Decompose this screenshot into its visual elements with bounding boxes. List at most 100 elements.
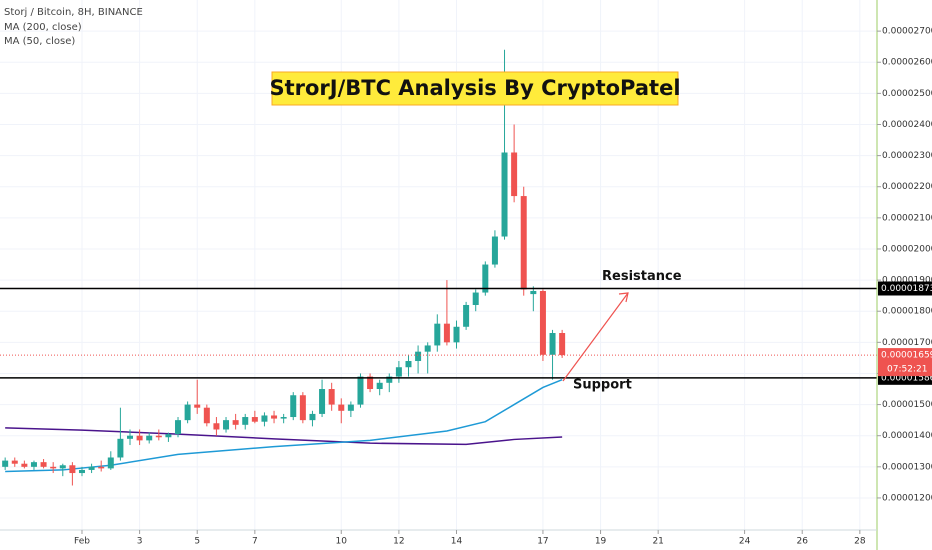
candle-body bbox=[2, 460, 9, 467]
countdown-label: 07:52:21 bbox=[887, 365, 927, 375]
y-tick-label: 0.00002500 bbox=[882, 89, 932, 99]
candle-body bbox=[338, 404, 345, 411]
candle-body bbox=[376, 382, 383, 390]
candle-body bbox=[367, 376, 374, 390]
candle-body bbox=[242, 417, 249, 425]
y-tick-label: 0.00002700 bbox=[882, 27, 932, 37]
candle-body bbox=[482, 264, 489, 293]
candle-body bbox=[299, 395, 306, 421]
candle-body bbox=[78, 469, 85, 474]
x-tick-label: 10 bbox=[336, 537, 348, 547]
candle-body bbox=[357, 376, 364, 405]
x-tick-label: 17 bbox=[537, 537, 548, 547]
candle-body bbox=[424, 345, 431, 352]
y-tick-label: 0.00001900 bbox=[882, 276, 932, 286]
candle-body bbox=[395, 367, 402, 377]
candle-body bbox=[559, 333, 566, 356]
candle-body bbox=[463, 304, 470, 327]
candle-body bbox=[319, 389, 326, 414]
grid bbox=[0, 0, 877, 530]
candle-body bbox=[405, 361, 412, 368]
moving-average-line bbox=[5, 378, 563, 473]
x-tick-label: 5 bbox=[194, 537, 200, 547]
candle-body bbox=[472, 292, 479, 305]
candle-body bbox=[511, 152, 518, 197]
y-tick-label: 0.00002000 bbox=[882, 244, 932, 254]
candle-body bbox=[223, 420, 230, 430]
candle-body bbox=[50, 466, 57, 469]
candle-body bbox=[453, 326, 460, 343]
candle-body bbox=[155, 435, 162, 438]
y-tick-label: 0.00001500 bbox=[882, 400, 932, 410]
candle-body bbox=[127, 435, 134, 439]
x-tick-label: 21 bbox=[652, 537, 663, 547]
candle-body bbox=[117, 438, 124, 458]
candle-body bbox=[251, 417, 258, 422]
x-tick-label: 7 bbox=[252, 537, 258, 547]
candle-body bbox=[107, 457, 114, 469]
legend-entry: MA (200, close) bbox=[4, 22, 82, 33]
candle-body bbox=[415, 351, 422, 362]
x-tick-label: 28 bbox=[854, 537, 866, 547]
candle-body bbox=[280, 417, 287, 419]
candle-body bbox=[194, 404, 201, 408]
x-tick-label: 3 bbox=[137, 537, 143, 547]
candle-body bbox=[136, 435, 143, 441]
support-price-label: 0.00001586 bbox=[881, 373, 932, 383]
x-tick-label: 19 bbox=[595, 537, 607, 547]
candle-body bbox=[59, 465, 66, 469]
candle-body bbox=[520, 196, 527, 290]
candle-body bbox=[88, 466, 95, 470]
x-tick-label: 12 bbox=[393, 537, 404, 547]
axes: 0.00001200 0.00001300 0.00001400 0.00001500… bbox=[74, 27, 932, 547]
candle-body bbox=[261, 415, 268, 422]
candle-body bbox=[11, 460, 18, 464]
candle-body bbox=[290, 395, 297, 418]
candle-body bbox=[69, 465, 76, 474]
candle-body bbox=[434, 323, 441, 346]
candle-body bbox=[501, 152, 508, 237]
y-tick-label: 0.00002400 bbox=[882, 120, 932, 130]
candle-body bbox=[30, 462, 37, 467]
candle-body bbox=[165, 434, 172, 438]
chart-title: Storj / Bitcoin, 8H, BINANCE bbox=[4, 7, 143, 18]
y-tick-label: 0.00001700 bbox=[882, 338, 932, 348]
candle-body bbox=[309, 413, 316, 421]
candle-body bbox=[21, 463, 28, 467]
y-tick-label: 0.00001400 bbox=[882, 431, 932, 441]
candle-body bbox=[386, 376, 393, 383]
support-label: Support bbox=[573, 377, 632, 392]
plot bbox=[0, 49, 877, 486]
candle-body bbox=[98, 466, 105, 469]
candle-body bbox=[549, 333, 556, 355]
y-tick-label: 0.00001200 bbox=[882, 493, 932, 503]
y-tick-label: 0.00001300 bbox=[882, 462, 932, 472]
resistance-price-box bbox=[878, 281, 932, 296]
candle-body bbox=[328, 389, 335, 405]
moving-average-line bbox=[5, 427, 563, 446]
candle-body bbox=[232, 420, 239, 425]
candle-body bbox=[146, 435, 153, 441]
candle-body bbox=[530, 290, 537, 295]
y-tick-label: 0.00002100 bbox=[882, 213, 932, 223]
y-tick-label: 0.00002200 bbox=[882, 182, 932, 192]
x-tick-label: 26 bbox=[796, 537, 808, 547]
arrow bbox=[562, 292, 629, 382]
banner-text: StrorJ/BTC Analysis By CryptoPatel bbox=[269, 76, 680, 100]
y-tick-label: 0.00002600 bbox=[882, 58, 932, 68]
candle-body bbox=[539, 290, 546, 355]
candle-body bbox=[40, 462, 47, 467]
last-price-label: 0.00001659 bbox=[881, 351, 932, 361]
candle-body bbox=[175, 420, 182, 435]
candle-body bbox=[184, 404, 191, 421]
candle-body bbox=[213, 423, 220, 430]
x-tick-label: 24 bbox=[739, 537, 751, 547]
arrow-head bbox=[618, 292, 629, 303]
candle-body bbox=[203, 407, 210, 424]
last-price-box bbox=[878, 348, 932, 377]
legend-entry: MA (50, close) bbox=[4, 36, 75, 47]
resistance-label: Resistance bbox=[602, 269, 682, 284]
resistance-price-label: 0.00001873 bbox=[881, 284, 932, 294]
candle-body bbox=[271, 415, 278, 419]
candle-body bbox=[443, 323, 450, 343]
